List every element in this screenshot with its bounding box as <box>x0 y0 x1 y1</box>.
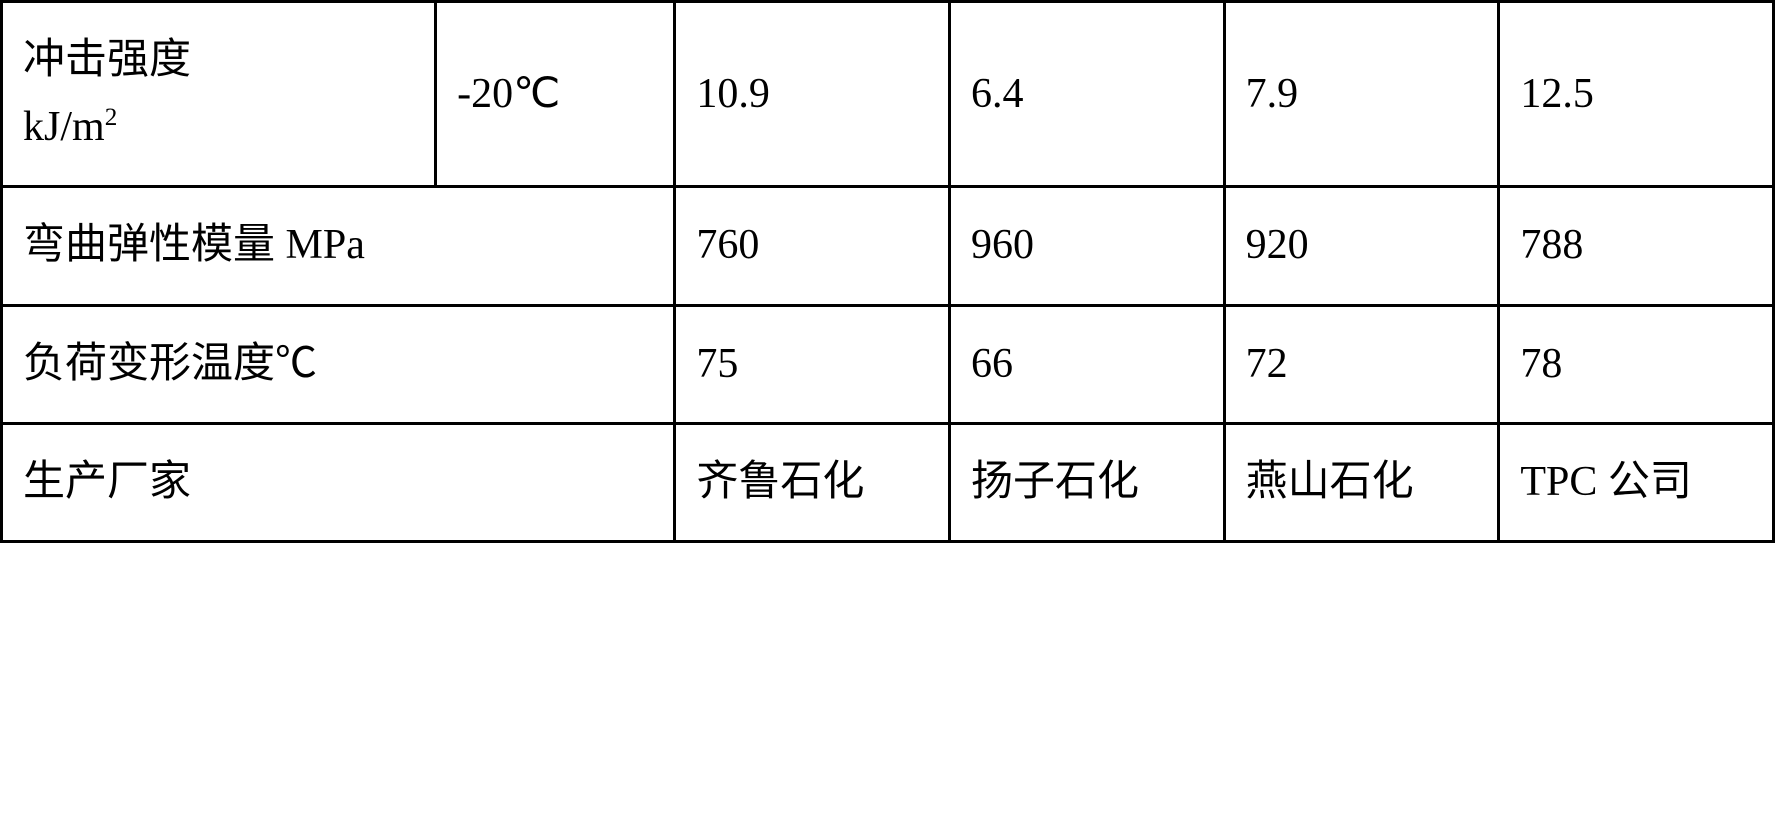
cell-value: 75 <box>675 305 950 423</box>
cell-value: 78 <box>1499 305 1774 423</box>
impact-strength-condition: -20℃ <box>436 2 675 187</box>
table-row: 冲击强度kJ/m2 -20℃ 10.9 6.4 7.9 12.5 <box>2 2 1774 187</box>
properties-table: 冲击强度kJ/m2 -20℃ 10.9 6.4 7.9 12.5 弯曲弹性模量 … <box>0 0 1775 543</box>
impact-strength-label: 冲击强度kJ/m2 <box>2 2 436 187</box>
manufacturer-label: 生产厂家 <box>2 423 675 541</box>
flexural-modulus-label: 弯曲弹性模量 MPa <box>2 187 675 305</box>
deflection-temp-label: 负荷变形温度℃ <box>2 305 675 423</box>
table-row: 弯曲弹性模量 MPa 760 960 920 788 <box>2 187 1774 305</box>
cell-value: 10.9 <box>675 2 950 187</box>
cell-value: 960 <box>950 187 1225 305</box>
cell-value: 扬子石化 <box>950 423 1225 541</box>
table-row: 负荷变形温度℃ 75 66 72 78 <box>2 305 1774 423</box>
table-row: 生产厂家 齐鲁石化 扬子石化 燕山石化 TPC 公司 <box>2 423 1774 541</box>
cell-value: 7.9 <box>1224 2 1499 187</box>
cell-value: TPC 公司 <box>1499 423 1774 541</box>
cell-value: 6.4 <box>950 2 1225 187</box>
cell-value: 66 <box>950 305 1225 423</box>
cell-value: 燕山石化 <box>1224 423 1499 541</box>
cell-value: 12.5 <box>1499 2 1774 187</box>
cell-value: 72 <box>1224 305 1499 423</box>
cell-value: 920 <box>1224 187 1499 305</box>
cell-value: 760 <box>675 187 950 305</box>
cell-value: 788 <box>1499 187 1774 305</box>
cell-value: 齐鲁石化 <box>675 423 950 541</box>
